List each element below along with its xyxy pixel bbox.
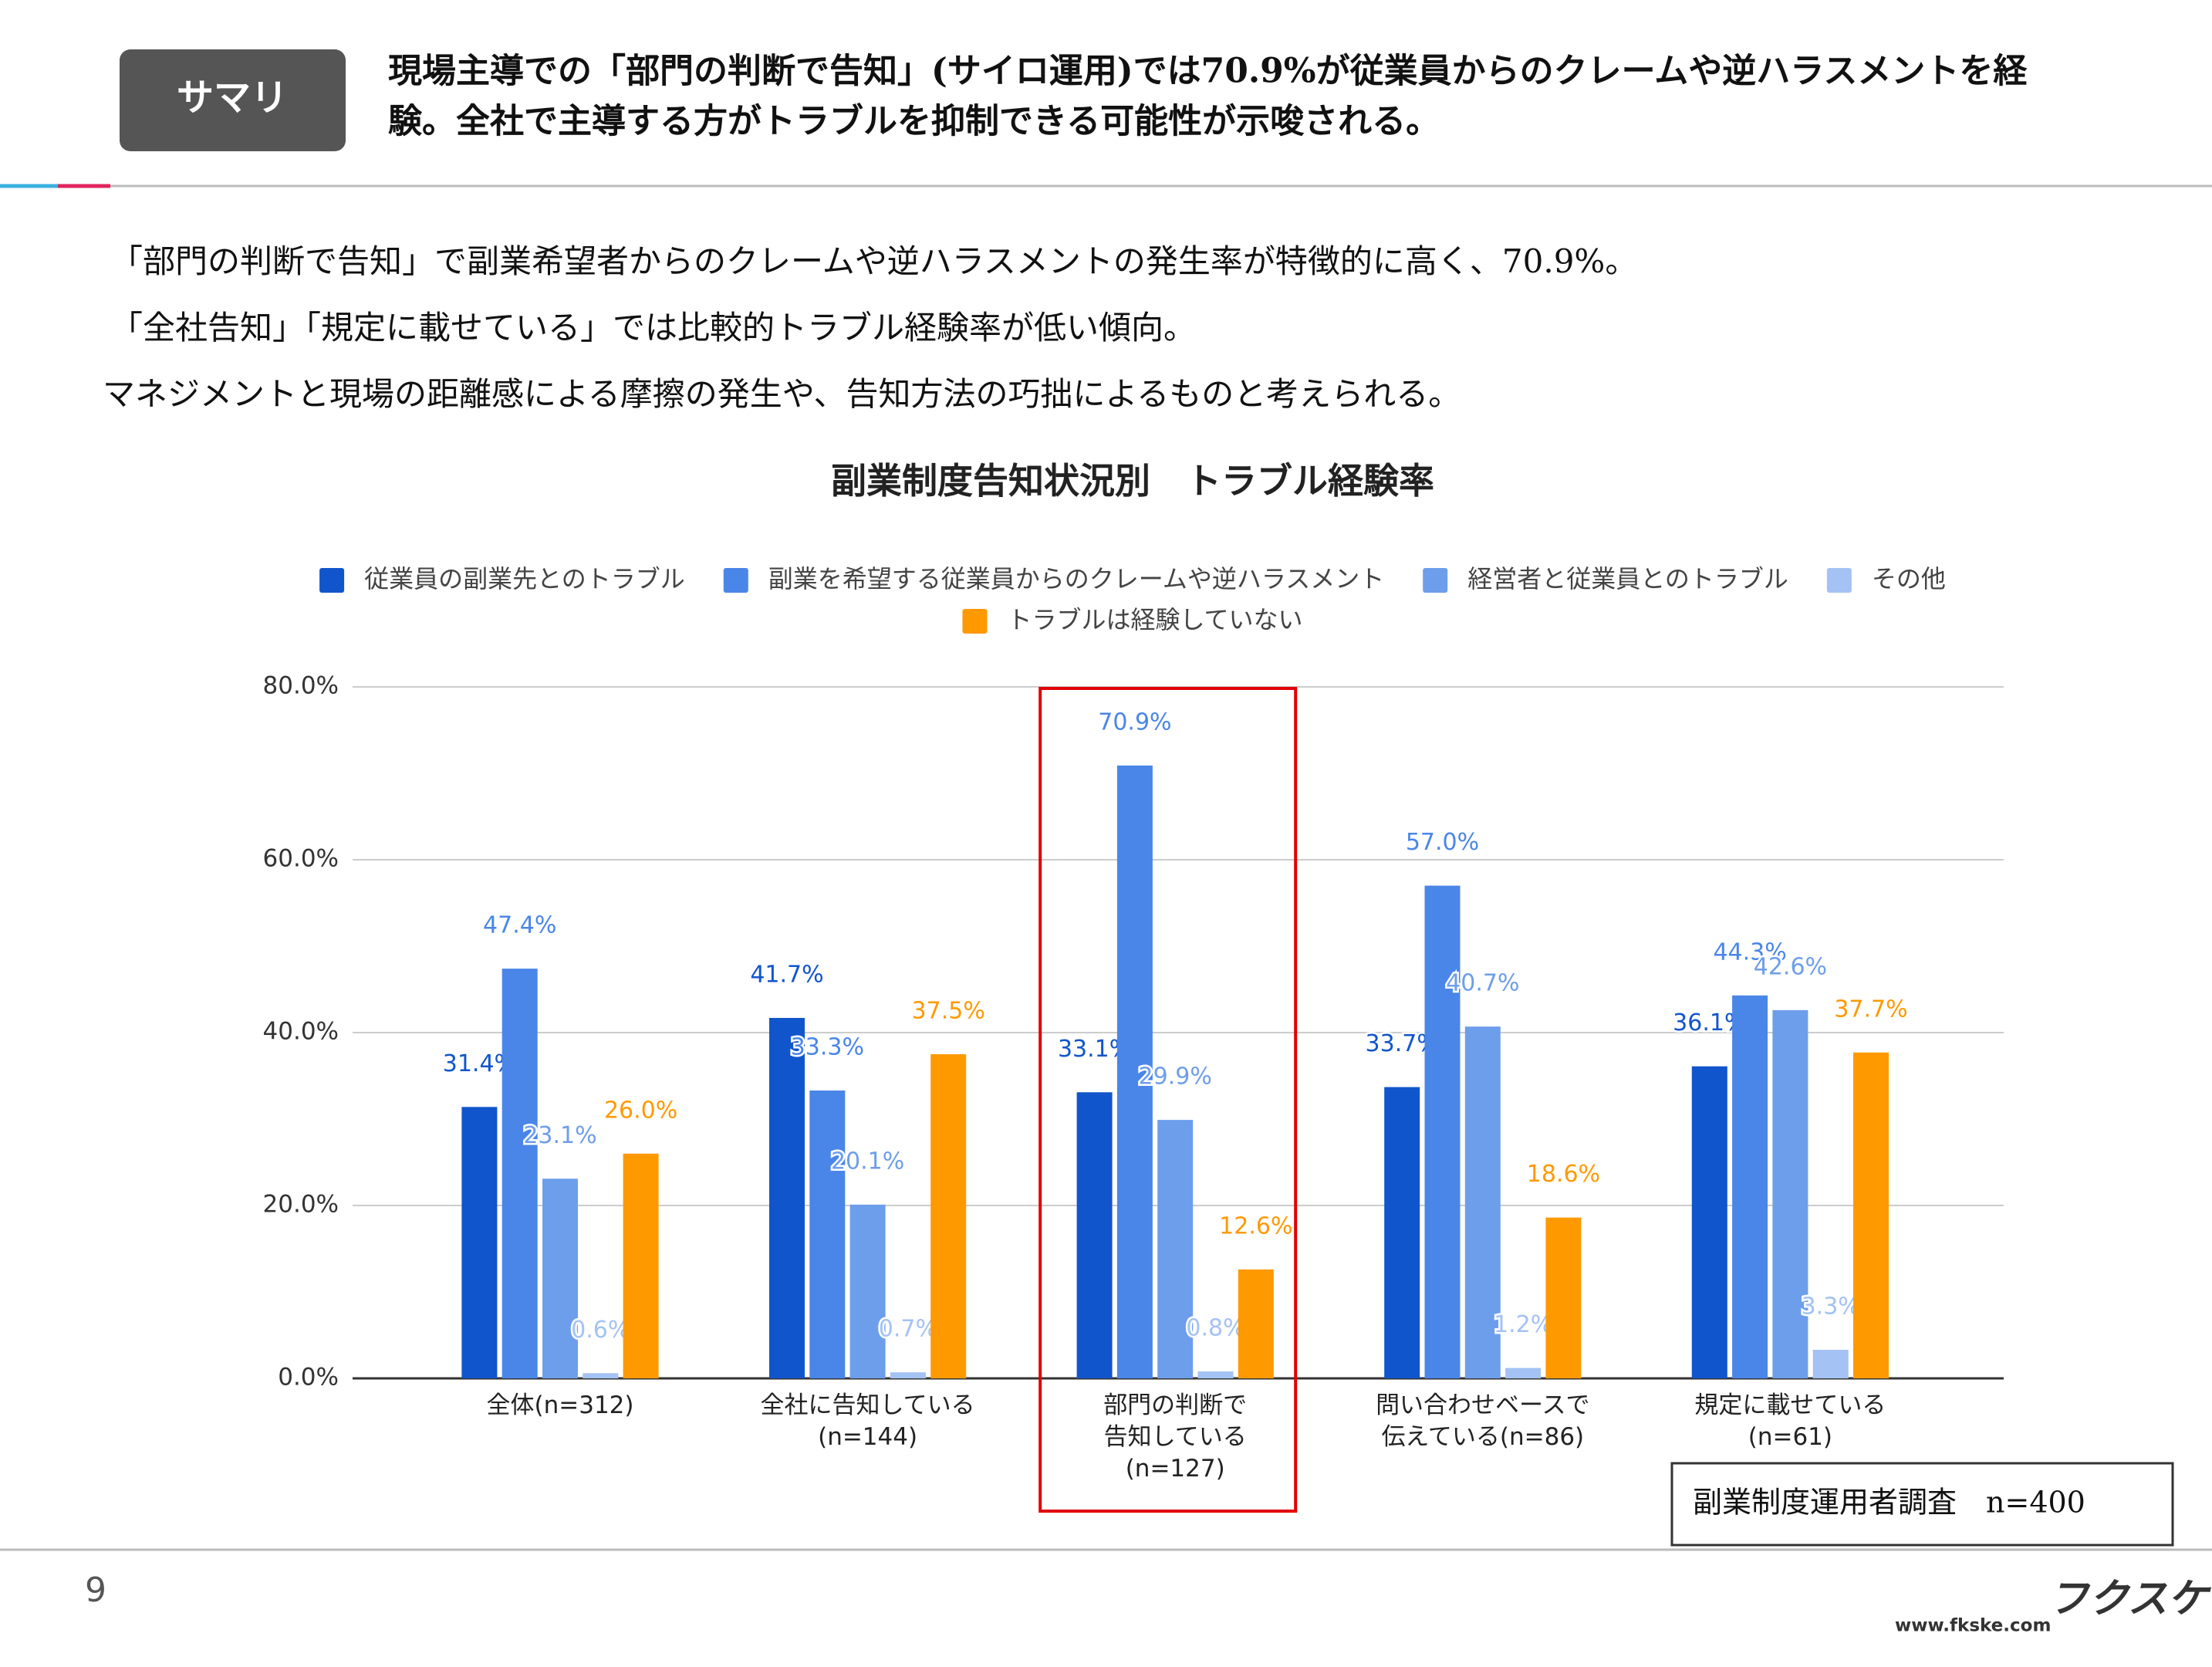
value-label: 37.5% xyxy=(912,998,985,1025)
x-tick-label: 問い合わせベースで伝えている(n=86) xyxy=(1376,1391,1589,1451)
legend-label: 経営者と従業員とのトラブル xyxy=(1467,564,1788,593)
y-tick-label: 0.0% xyxy=(278,1364,339,1391)
value-label: 47.4% xyxy=(483,912,556,939)
bar xyxy=(1853,1052,1889,1378)
page-number: 9 xyxy=(85,1571,106,1610)
x-tick-label: 全体(n=312) xyxy=(487,1391,634,1419)
value-label: 41.7% xyxy=(750,961,823,988)
value-label: 44.3% xyxy=(1713,938,1786,965)
bar xyxy=(1238,1269,1274,1378)
value-label: 42.6% xyxy=(1754,953,1827,980)
legend-swatch xyxy=(723,568,748,593)
x-tick-label: 規定に載せている(n=61) xyxy=(1694,1391,1886,1451)
chart: 0.0% 20.0% 40.0% 60.0% 80.0% 従業員の副業先とのトラブル 副業を… xyxy=(263,564,2004,1513)
value-label: 0.7% xyxy=(879,1316,937,1343)
value-label: 40.7% xyxy=(1446,970,1519,997)
footer-logo: フクスケ xyxy=(2048,1576,2211,1622)
summary-line: 現場主導での「部門の判断で告知」(サイロ運用)では70.9%が従業員からのクレー… xyxy=(388,52,2028,91)
value-label: 1.2% xyxy=(1494,1311,1552,1338)
y-tick-label: 80.0% xyxy=(263,672,339,700)
bar xyxy=(930,1054,967,1378)
chart-title: 副業制度告知状況別 トラブル経験率 xyxy=(831,460,1434,502)
bar xyxy=(1076,1092,1113,1378)
bar xyxy=(583,1373,619,1378)
bar xyxy=(623,1153,659,1378)
highlight-box xyxy=(1038,687,1298,1513)
footer-url: www.fkske.com xyxy=(1895,1616,2051,1636)
x-tick-label: 部門の判断で告知している(n=127) xyxy=(1103,1391,1247,1483)
value-label: 12.6% xyxy=(1219,1212,1292,1239)
note-text: 副業制度運用者調査 n=400 xyxy=(1693,1486,2085,1520)
legend-swatch xyxy=(1826,568,1852,593)
y-tick-label: 60.0% xyxy=(263,845,339,873)
bar xyxy=(1197,1371,1234,1378)
value-label: 26.0% xyxy=(604,1097,677,1124)
bar xyxy=(1384,1087,1420,1378)
value-label: 23.1% xyxy=(523,1122,596,1149)
summary-badge xyxy=(120,49,346,151)
bar xyxy=(849,1204,886,1378)
legend-row: 従業員の副業先とのトラブル 副業を希望する従業員からのクレームや逆ハラスメント 経営… xyxy=(319,564,1946,593)
summary-line: 験。全社で主導する方がトラブルを抑制できる可能性が示唆される。 xyxy=(388,102,1440,141)
note-box xyxy=(1670,1462,2174,1547)
bar xyxy=(1812,1350,1849,1378)
body-line: 「全社告知」「規定に載せている」では比較的トラブル経験率が低い傾向。 xyxy=(110,309,1196,347)
value-label: 57.0% xyxy=(1406,829,1479,856)
bar xyxy=(1464,1026,1501,1378)
legend-label: その他 xyxy=(1872,564,1946,593)
value-label: 3.3% xyxy=(1802,1293,1860,1320)
value-label: 33.3% xyxy=(791,1034,864,1061)
bar xyxy=(461,1107,498,1378)
legend-label: 従業員の副業先とのトラブル xyxy=(364,564,685,593)
legend-swatch xyxy=(1423,568,1448,593)
legend-swatch xyxy=(319,568,345,593)
value-label: 29.9% xyxy=(1139,1063,1212,1090)
bar xyxy=(769,1017,805,1378)
value-label: 70.9% xyxy=(1098,708,1171,735)
value-label: 37.7% xyxy=(1834,996,1907,1023)
bar xyxy=(809,1090,846,1378)
bar xyxy=(890,1372,926,1378)
bar xyxy=(1732,995,1768,1378)
value-label: 20.1% xyxy=(831,1148,904,1175)
bar xyxy=(542,1178,578,1378)
bar xyxy=(1691,1066,1727,1378)
bar xyxy=(1772,1009,1808,1378)
bar xyxy=(501,969,538,1378)
body-line: マネジメントと現場の距離感による摩擦の発生や、告知方法の巧拙によるものと考えられ… xyxy=(103,375,1461,413)
summary-badge-text: サマリ xyxy=(177,76,288,120)
legend-row: トラブルは経験していない xyxy=(962,605,1303,634)
legend-label: トラブルは経験していない xyxy=(1007,605,1302,634)
bar xyxy=(1505,1368,1542,1378)
value-label: 0.8% xyxy=(1186,1315,1244,1342)
y-tick-label: 20.0% xyxy=(263,1191,339,1219)
body-line: 「部門の判断で告知」で副業希望者からのクレームや逆ハラスメントの発生率が特徴的に… xyxy=(110,242,1637,280)
x-tick-label: 全社に告知している(n=144) xyxy=(761,1391,975,1451)
bar xyxy=(1157,1120,1194,1378)
value-label: 18.6% xyxy=(1527,1161,1600,1188)
bar xyxy=(1116,765,1153,1378)
bar xyxy=(1424,885,1461,1378)
legend-swatch xyxy=(962,609,988,634)
bar xyxy=(1545,1217,1582,1378)
value-label: 0.6% xyxy=(571,1317,630,1344)
y-tick-label: 40.0% xyxy=(263,1018,339,1046)
legend-label: 副業を希望する従業員からのクレームや逆ハラスメント xyxy=(768,564,1384,593)
